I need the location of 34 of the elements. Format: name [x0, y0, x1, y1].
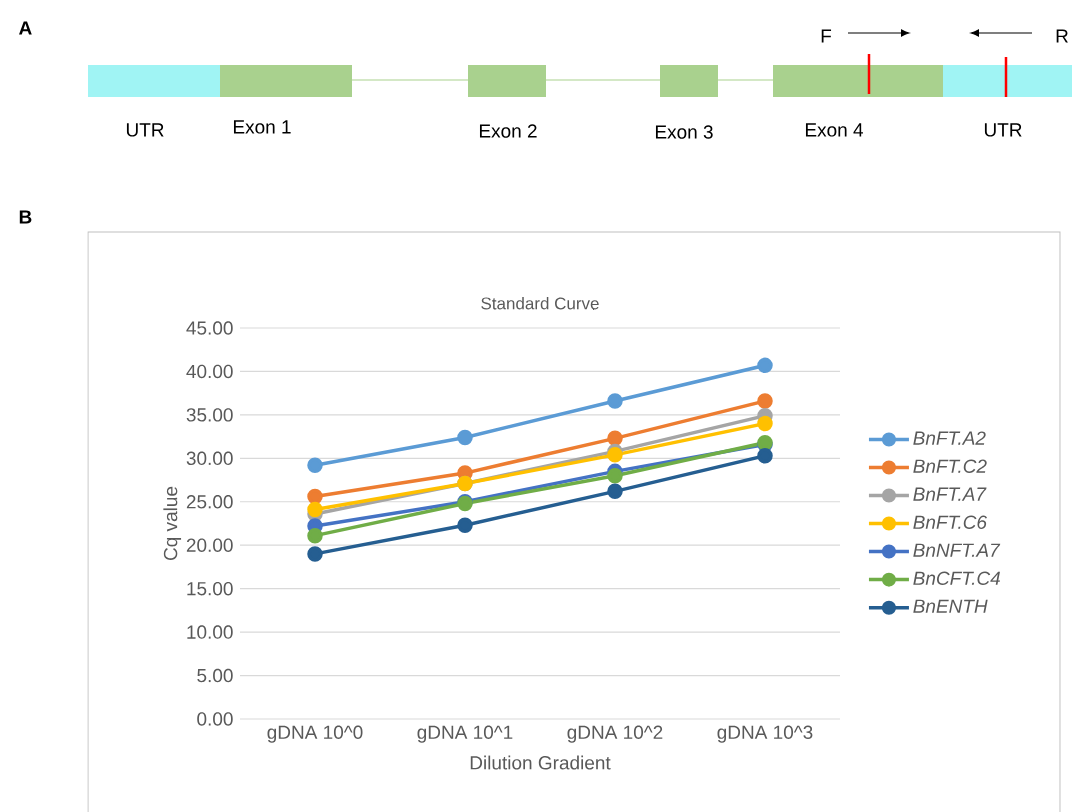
y-tick-label: 25.00 [186, 495, 233, 509]
chart-title: Standard Curve [481, 296, 599, 310]
y-axis-title: Cq value [163, 486, 182, 561]
x-tick-label: gDNA 10^0 [267, 725, 363, 743]
text: F [821, 29, 832, 43]
text: UTR [984, 123, 1022, 137]
text: UTR [126, 123, 164, 137]
text: R [1056, 29, 1068, 43]
legend-label: BnFT.A7 [913, 487, 987, 501]
x-tick-label: gDNA 10^1 [417, 725, 513, 743]
legend-label: BnFT.C2 [913, 459, 987, 473]
x-axis-title: Dilution Gradient [470, 755, 611, 770]
y-tick-label: 15.00 [187, 581, 233, 596]
text: Exon 4 [805, 123, 863, 137]
legend-label: BnENTH [913, 599, 988, 613]
text: Exon 1 [233, 120, 291, 134]
legend-label: BnFT.C6 [913, 515, 987, 529]
text: Exon 2 [479, 124, 537, 138]
y-tick-label: 0.00 [197, 712, 233, 726]
y-tick-label: 40.00 [186, 364, 233, 379]
x-tick-label: gDNA 10^2 [567, 725, 663, 743]
y-tick-label: 45.00 [186, 321, 233, 335]
text: B [19, 210, 32, 224]
y-tick-label: 5.00 [197, 668, 233, 683]
legend-label: BnCFT.C4 [913, 571, 1000, 586]
y-tick-label: 10.00 [187, 625, 233, 639]
x-tick-label: gDNA 10^3 [717, 725, 813, 743]
y-tick-label: 30.00 [186, 451, 233, 466]
y-tick-label: 35.00 [186, 408, 233, 422]
legend-label: BnFT.A2 [913, 431, 986, 445]
legend-label: BnNFT.A7 [913, 543, 1001, 557]
y-tick-label: 20.00 [186, 538, 233, 552]
text: A [19, 21, 32, 35]
text: Exon 3 [655, 125, 713, 139]
